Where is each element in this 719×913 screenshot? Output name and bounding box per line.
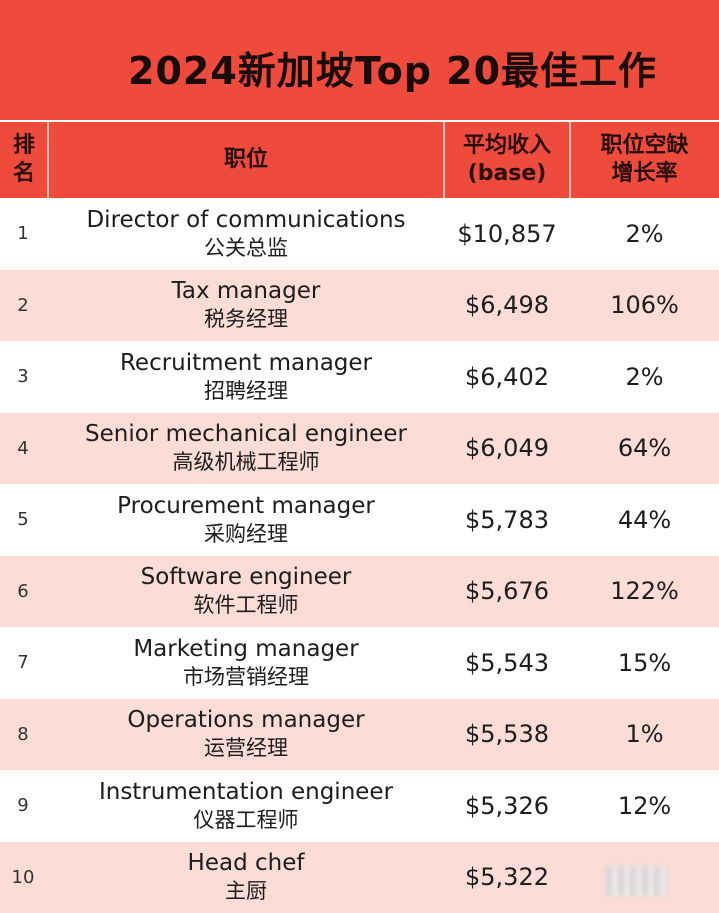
growth-cell: 12% (570, 770, 719, 842)
header-position-label: 职位 (224, 146, 268, 174)
header-growth-line2: 增长率 (611, 160, 677, 188)
salary-cell: $6,498 (444, 270, 570, 342)
growth-cell: 44% (570, 484, 719, 556)
rank-cell: 8 (0, 699, 46, 771)
position-english: Senior mechanical engineer (85, 420, 407, 449)
page-title: 2024新加坡Top 20最佳工作 (128, 40, 657, 95)
rank-cell: 3 (0, 341, 46, 413)
position-chinese: 主厨 (225, 878, 267, 905)
salary-cell: $5,676 (444, 556, 570, 628)
rank-cell: 4 (0, 413, 46, 485)
position-english: Procurement manager (117, 492, 375, 521)
growth-cell: 106% (570, 270, 719, 342)
header-divider (47, 122, 49, 198)
header-salary-line2: (base) (468, 160, 547, 188)
header-growth-line1: 职位空缺 (600, 132, 688, 160)
blurred-growth-value (606, 866, 668, 896)
position-english: Operations manager (127, 706, 364, 735)
position-chinese: 运营经理 (204, 735, 288, 762)
position-chinese: 税务经理 (204, 306, 288, 333)
position-english: Marketing manager (133, 635, 358, 664)
header-rank-line1: 排 (13, 132, 35, 160)
rank-cell: 7 (0, 627, 46, 699)
position-english: Head chef (188, 849, 305, 878)
header-salary: 平均收入 (base) (444, 122, 570, 198)
salary-cell: $5,326 (444, 770, 570, 842)
rank-cell: 9 (0, 770, 46, 842)
position-chinese: 采购经理 (204, 521, 288, 548)
table-header: 排 名 职位 平均收入 (base) 职位空缺 增长率 (0, 122, 719, 198)
rank-cell: 10 (0, 842, 46, 913)
header-rank: 排 名 (0, 122, 48, 198)
salary-cell: $5,538 (444, 699, 570, 771)
salary-cell: $6,049 (444, 413, 570, 485)
position-chinese: 软件工程师 (194, 592, 299, 619)
growth-cell: 1% (570, 699, 719, 771)
growth-cell: 2% (570, 341, 719, 413)
growth-cell: 2% (570, 198, 719, 270)
salary-cell: $5,322 (444, 842, 570, 913)
position-english: Director of communications (86, 206, 405, 235)
position-english: Recruitment manager (120, 349, 372, 378)
header-rank-line2: 名 (13, 160, 35, 188)
rank-cell: 6 (0, 556, 46, 628)
rank-cell: 2 (0, 270, 46, 342)
title-banner: 2024新加坡Top 20最佳工作 (0, 0, 719, 120)
growth-cell: 15% (570, 627, 719, 699)
growth-cell: 64% (570, 413, 719, 485)
growth-cell: 122% (570, 556, 719, 628)
header-divider (569, 122, 571, 198)
position-chinese: 招聘经理 (204, 378, 288, 405)
header-position: 职位 (48, 122, 444, 198)
position-english: Instrumentation engineer (99, 778, 393, 807)
rank-cell: 1 (0, 198, 46, 270)
header-divider (443, 122, 445, 198)
position-english: Software engineer (141, 563, 352, 592)
salary-cell: $5,543 (444, 627, 570, 699)
salary-cell: $10,857 (444, 198, 570, 270)
position-english: Tax manager (172, 277, 321, 306)
rank-cell: 5 (0, 484, 46, 556)
position-chinese: 高级机械工程师 (173, 449, 320, 476)
position-chinese: 公关总监 (204, 235, 288, 262)
header-growth: 职位空缺 增长率 (570, 122, 719, 198)
salary-cell: $6,402 (444, 341, 570, 413)
salary-cell: $5,783 (444, 484, 570, 556)
position-chinese: 市场营销经理 (183, 664, 309, 691)
position-chinese: 仪器工程师 (194, 807, 299, 834)
header-salary-line1: 平均收入 (463, 132, 551, 160)
